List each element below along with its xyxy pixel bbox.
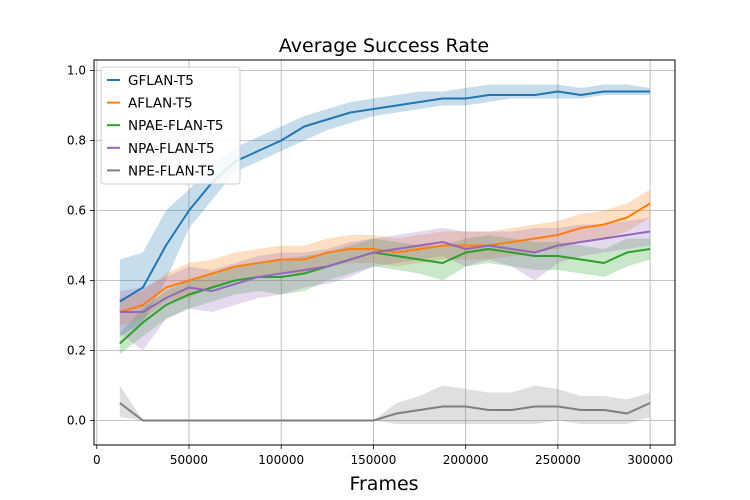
line-gflan-t5	[119, 90, 651, 303]
x-tick-label: 250000	[535, 453, 581, 467]
band-gflan-t5	[119, 84, 651, 337]
x-tick-label: 200000	[443, 453, 489, 467]
y-tick-label: 0.6	[67, 204, 86, 218]
x-axis-label: Frames	[349, 473, 418, 495]
legend: GFLAN-T5 AFLAN-T5 NPAE-FLAN-T5 NPA-FLAN-T5 N…	[100, 66, 241, 185]
band-aflan-t5	[119, 189, 651, 326]
x-tick-label: 50000	[170, 453, 208, 467]
legend-label: NPA-FLAN-T5	[128, 141, 215, 157]
legend-label: NPE-FLAN-T5	[128, 163, 215, 179]
x-tick-label: 100000	[258, 453, 304, 467]
x-tick-label: 150000	[351, 453, 397, 467]
y-tick-label: 0.4	[67, 274, 86, 288]
x-tick-label: 0	[93, 453, 101, 467]
line-npae-flan-t5	[119, 248, 651, 345]
band-npe-flan-t5	[119, 385, 651, 424]
y-tick-label: 0.2	[67, 344, 86, 358]
legend-label: NPAE-FLAN-T5	[128, 118, 223, 134]
y-axis-ticks: 0.0 0.2 0.4 0.6 0.8 1.0	[67, 64, 94, 428]
y-tick-label: 0.0	[67, 414, 86, 428]
legend-label: GFLAN-T5	[128, 73, 194, 89]
legend-label: AFLAN-T5	[128, 96, 193, 112]
y-tick-label: 0.8	[67, 134, 86, 148]
y-tick-label: 1.0	[67, 64, 86, 78]
plot-frame	[93, 59, 676, 446]
legend-box	[100, 66, 241, 185]
x-axis-ticks: 0 50000 100000 150000 200000 250000 300000	[93, 445, 673, 467]
line-npa-flan-t5	[119, 230, 651, 313]
x-tick-label: 300000	[627, 453, 673, 467]
series-lines	[119, 90, 651, 422]
line-npe-flan-t5	[119, 402, 651, 422]
chart-title: Average Success Rate	[279, 35, 489, 57]
